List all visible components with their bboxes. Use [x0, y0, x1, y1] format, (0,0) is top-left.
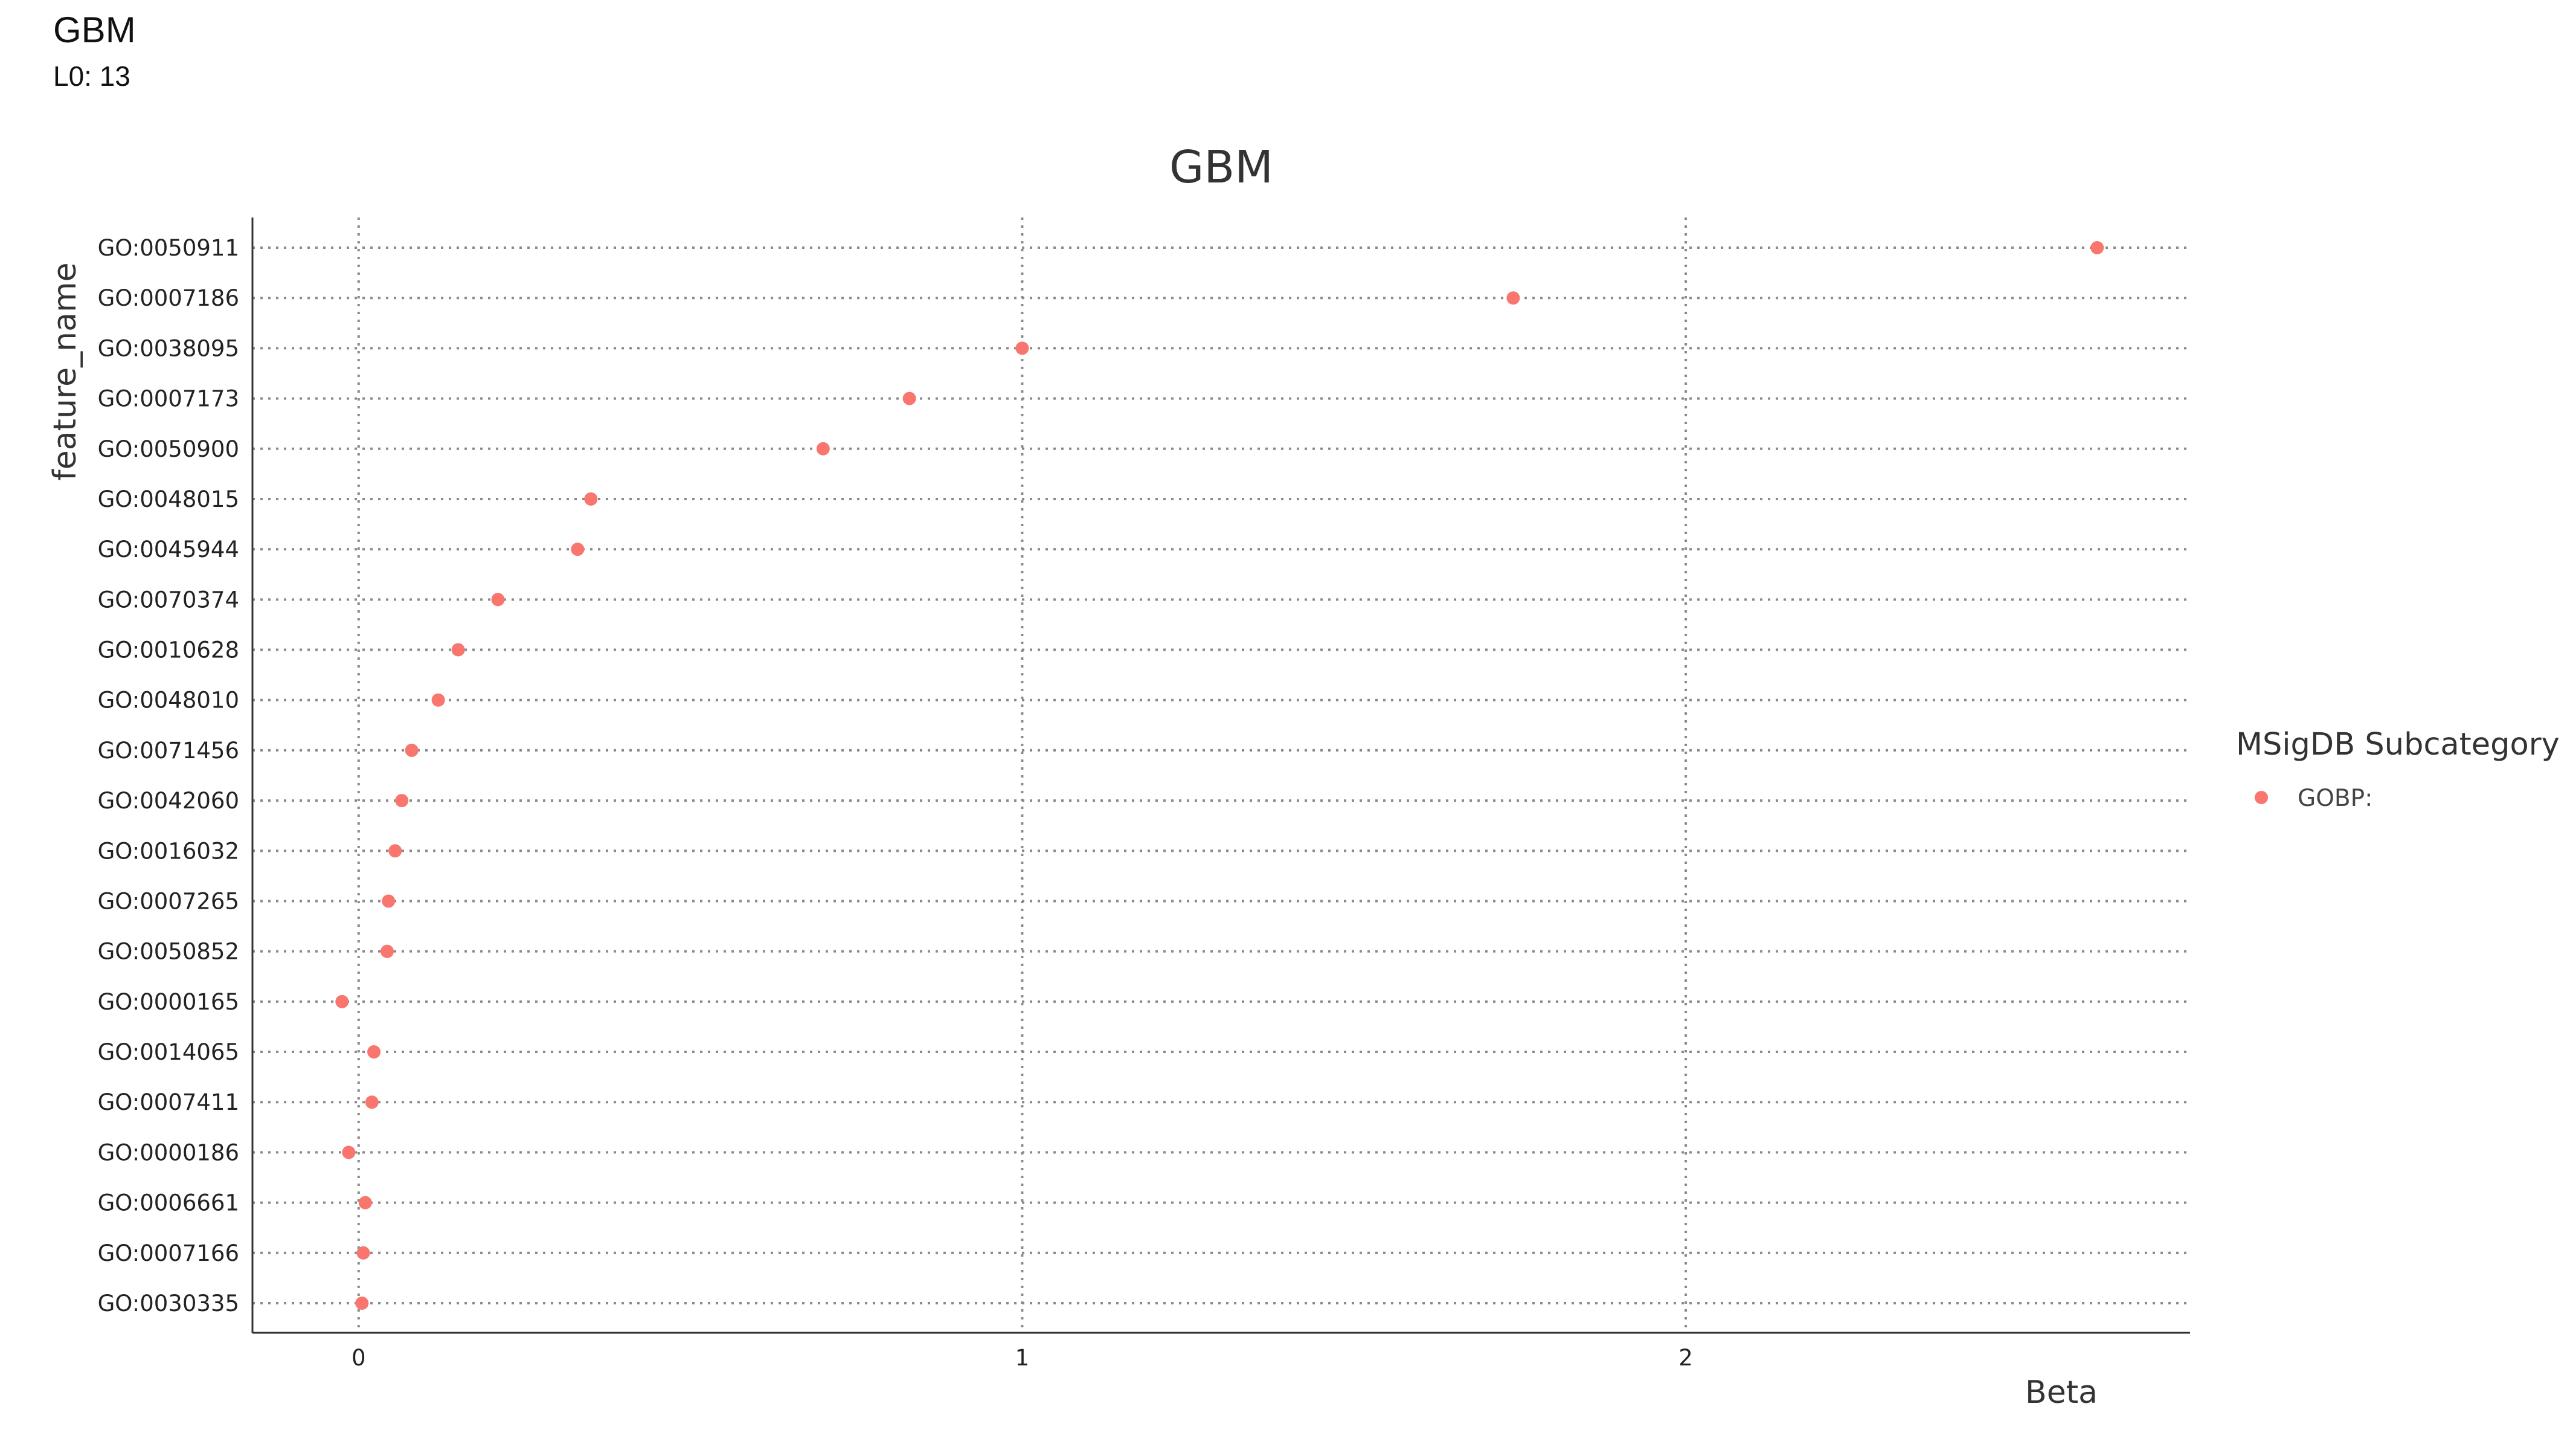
data-point — [355, 1297, 369, 1310]
data-point — [356, 1246, 370, 1260]
y-tick-label: GO:0016032 — [98, 838, 239, 864]
data-point — [902, 392, 916, 405]
y-tick-label: GO:0007173 — [98, 386, 239, 412]
data-point — [2090, 241, 2104, 254]
y-tick-label: GO:0010628 — [98, 637, 239, 663]
y-tick-label: GO:0050911 — [98, 235, 239, 261]
page-title: GBM — [53, 10, 136, 50]
data-point — [491, 593, 505, 607]
y-tick-label: GO:0030335 — [98, 1290, 239, 1316]
data-point — [431, 693, 445, 707]
page-header: GBM L0: 13 — [53, 6, 136, 98]
x-tick-label: 0 — [352, 1345, 366, 1371]
data-points — [335, 241, 2104, 1310]
y-tick-labels: GO:0050911 GO:0007186 GO:0038095 GO:0007173… — [98, 235, 239, 1316]
legend-entries: GOBP: — [2255, 785, 2372, 812]
x-tick-label: 1 — [1015, 1345, 1030, 1371]
y-tick-label: GO:0007265 — [98, 888, 239, 914]
data-point — [395, 794, 409, 808]
y-tick-label: GO:0050900 — [98, 436, 239, 462]
y-tick-label: GO:0071456 — [98, 738, 239, 764]
data-point — [367, 1045, 381, 1059]
y-tick-label: GO:0048015 — [98, 486, 239, 512]
data-point — [381, 944, 394, 958]
y-tick-label: GO:0000165 — [98, 989, 239, 1015]
data-point — [358, 1196, 372, 1210]
chart-title: GBM — [1169, 141, 1273, 193]
y-tick-label: GO:0007411 — [98, 1089, 239, 1115]
y-tick-label: GO:0006661 — [98, 1190, 239, 1216]
data-point — [451, 643, 465, 657]
legend: MSigDB Subcategory GOBP: — [2236, 727, 2560, 812]
data-point — [584, 492, 598, 506]
y-tick-label: GO:0038095 — [98, 335, 239, 361]
y-axis-title: feature_name — [47, 262, 83, 480]
data-point — [1015, 341, 1029, 355]
y-tick-label: GO:0048010 — [98, 688, 239, 714]
y-tick-label: GO:0000186 — [98, 1139, 239, 1165]
y-tick-label: GO:0050852 — [98, 939, 239, 965]
grid — [252, 218, 2190, 1333]
page-subtitle: L0: 13 — [53, 60, 130, 92]
y-tick-label: GO:0007166 — [98, 1240, 239, 1266]
data-point — [405, 743, 419, 757]
data-point — [388, 844, 402, 858]
y-tick-label: GO:0007186 — [98, 285, 239, 311]
x-tick-labels: 0 1 2 — [352, 1345, 1693, 1371]
x-axis-title: Beta — [2025, 1374, 2098, 1411]
data-point — [1506, 291, 1520, 305]
legend-label: GOBP: — [2298, 785, 2372, 812]
legend-swatch — [2255, 791, 2268, 804]
y-tick-label: GO:0070374 — [98, 587, 239, 613]
data-point — [335, 994, 349, 1008]
axes — [251, 218, 2190, 1334]
data-point — [816, 442, 830, 456]
data-point — [365, 1095, 379, 1109]
data-point — [571, 543, 585, 556]
y-tick-label: GO:0042060 — [98, 788, 239, 814]
data-point — [342, 1146, 356, 1159]
y-tick-label: GO:0014065 — [98, 1039, 239, 1065]
y-tick-label: GO:0045944 — [98, 536, 239, 562]
legend-title: MSigDB Subcategory — [2236, 727, 2560, 762]
data-point — [382, 894, 396, 908]
x-tick-label: 2 — [1678, 1345, 1693, 1371]
